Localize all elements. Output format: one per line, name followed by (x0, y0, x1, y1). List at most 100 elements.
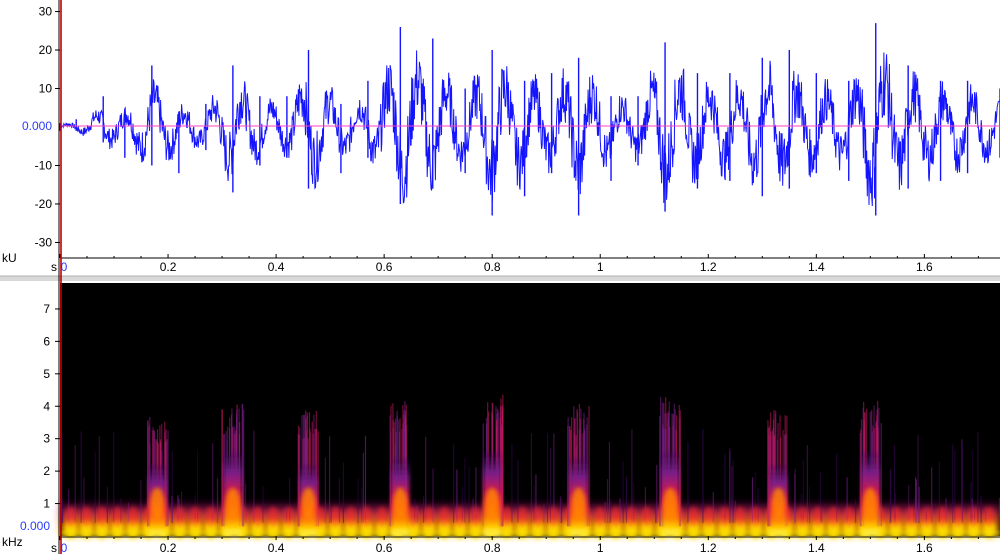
spectrogram-pulse-upper (345, 506, 356, 527)
spectrogram-pulse-upper (283, 506, 294, 527)
spectrogram-pulse-upper (812, 506, 823, 527)
spectrogram-burst-core (225, 487, 240, 520)
spectrogram-pulse-upper (128, 506, 139, 527)
spectrogram-y-unit-label: kHz (2, 535, 23, 549)
spectrogram-pulse-upper (330, 506, 341, 527)
spectrogram-burst-core (571, 487, 586, 520)
spectrogram-x-tick-label: 1.4 (808, 541, 825, 555)
spectrogram-y-tick-label: 2 (43, 464, 50, 478)
spectrogram-pulse-upper (906, 506, 917, 527)
spectrogram-x-tick-label: 1.6 (916, 541, 933, 555)
waveform-x-tick-label: 0.2 (160, 260, 177, 274)
spectrogram-pulse-upper (470, 506, 481, 527)
spectrogram-pulse-upper (750, 506, 761, 527)
spectrogram-x-unit-label: s (51, 541, 57, 555)
spectrogram-x-tick-label: 0 (61, 541, 68, 555)
spectrogram-burst-core (393, 487, 408, 520)
spectrogram-pulse-upper (439, 506, 450, 527)
spectrogram-pulse-upper (361, 506, 372, 527)
waveform-line (59, 50, 1000, 207)
waveform-y-tick-label: 20 (39, 43, 53, 57)
spectrogram-x-axis: 0 0.2 0.4 0.6 0.8 1 1.2 1.4 1.6 (59, 536, 979, 555)
spectrogram-burst-core (485, 487, 500, 520)
spectrogram-y-tick-label: 5 (43, 367, 50, 381)
spectrogram-pulse-upper (112, 506, 123, 527)
spectrogram-pulse-upper (797, 506, 808, 527)
spectrogram-x-tick-label: 1.2 (700, 541, 717, 555)
waveform-y-tick-label: -20 (35, 197, 53, 211)
spectrogram-y-tick-label: 4 (43, 399, 50, 413)
spectrogram-pulse-upper (735, 506, 746, 527)
waveform-zero-label: 0.000 (22, 119, 52, 133)
spectrogram-pulse-upper (205, 506, 216, 527)
waveform-x-tick-label: 1.4 (808, 260, 825, 274)
spectrogram-burst-core (663, 487, 678, 520)
spectrogram-pulse-upper (953, 506, 964, 527)
spectrogram-y-tick-label: 6 (43, 334, 50, 348)
spectrogram-pulse-upper (921, 506, 932, 527)
spectrogram-x-tick-label: 0.6 (376, 541, 393, 555)
spectrogram-x-tick-label: 0.8 (484, 541, 501, 555)
spectrogram-pulse-upper (268, 506, 279, 527)
waveform-trace (59, 23, 1000, 216)
spectrogram-pulse-upper (190, 506, 201, 527)
spectrogram-pulse-upper (423, 506, 434, 527)
waveform-x-tick-label: 0.8 (484, 260, 501, 274)
spectrogram-pulse-upper (828, 506, 839, 527)
spectrogram-x-tick-label: 0.4 (268, 541, 285, 555)
spectrogram-burst-core (150, 487, 165, 520)
spectrogram-pulse-upper (610, 506, 621, 527)
spectrogram-image (60, 394, 1000, 539)
spectrogram-base-band (60, 531, 1000, 536)
spectrogram-burst-core (301, 487, 316, 520)
spectrogram-pulse-upper (517, 506, 528, 527)
spectrogram-y-tick-label: 7 (43, 302, 50, 316)
spectrogram-pulse-upper (548, 506, 559, 527)
waveform-y-unit-label: kU (2, 251, 17, 265)
spectrogram-pulse-upper (968, 506, 979, 527)
waveform-y-tick-label: 10 (39, 82, 53, 96)
spectrogram-pulse-upper (252, 506, 263, 527)
spectrogram-panel: 7 6 5 4 3 2 1 0.000 kHz 0 0.2 0.4 0.6 0.8 1 1.2 1.4 1.… (2, 283, 1000, 555)
spectrogram-y-axis: 7 6 5 4 3 2 1 (43, 302, 60, 511)
waveform-x-tick-label: 0.4 (268, 260, 285, 274)
waveform-x-tick-label: 0.6 (376, 260, 393, 274)
spectrogram-pulse-upper (641, 506, 652, 527)
spectrogram-pulse-upper (719, 506, 730, 527)
spectrogram-burst-core (771, 487, 786, 520)
waveform-x-tick-label: 1.2 (700, 260, 717, 274)
waveform-y-tick-label: -30 (35, 235, 53, 249)
spectrogram-burst-core (863, 487, 878, 520)
spectrogram-pulse-upper (377, 506, 388, 527)
spectrogram-pulse-upper (96, 506, 107, 527)
spectrogram-pulse-upper (626, 506, 637, 527)
spectrogram-pulse-upper (844, 506, 855, 527)
waveform-x-tick-label: 1 (597, 260, 604, 274)
spectrogram-x-tick-label: 0.2 (160, 541, 177, 555)
spectrogram-zero-label: 0.000 (20, 519, 50, 533)
panel-divider[interactable] (0, 276, 1000, 281)
spectrogram-pulse-upper (454, 506, 465, 527)
spectrogram-pulse-upper (704, 506, 715, 527)
waveform-y-tick-label: 30 (39, 5, 53, 19)
spectrogram-pulse-upper (65, 506, 76, 527)
spectrogram-pulse-upper (688, 506, 699, 527)
waveform-y-tick-label: -10 (35, 158, 53, 172)
waveform-x-unit-label: s (51, 260, 57, 274)
waveform-x-axis: 0 0.2 0.4 0.6 0.8 1 1.2 1.4 1.6 (59, 254, 979, 274)
spectrogram-x-tick-label: 1 (597, 541, 604, 555)
spectrogram-pulse-upper (81, 506, 92, 527)
spectrogram-pulse-upper (937, 506, 948, 527)
spectrogram-y-tick-label: 1 (43, 497, 50, 511)
spectrogram-pulse-upper (501, 506, 512, 527)
spectrogram-plot-area (60, 283, 1000, 536)
waveform-panel: 30 20 10 -10 -20 -30 0.000 kU 0 0.2 0.4 0.6 0.8 1 1… (2, 0, 1000, 274)
waveform-x-tick-label: 1.6 (916, 260, 933, 274)
spectrogram-y-tick-label: 3 (43, 432, 50, 446)
spectrogram-pulse-upper (532, 506, 543, 527)
spectrogram-pulse-upper (890, 506, 901, 527)
spectrogram-pulse-upper (984, 506, 995, 527)
spectrogram-pulse-upper (408, 506, 419, 527)
spectrogram-pulse-upper (595, 506, 606, 527)
